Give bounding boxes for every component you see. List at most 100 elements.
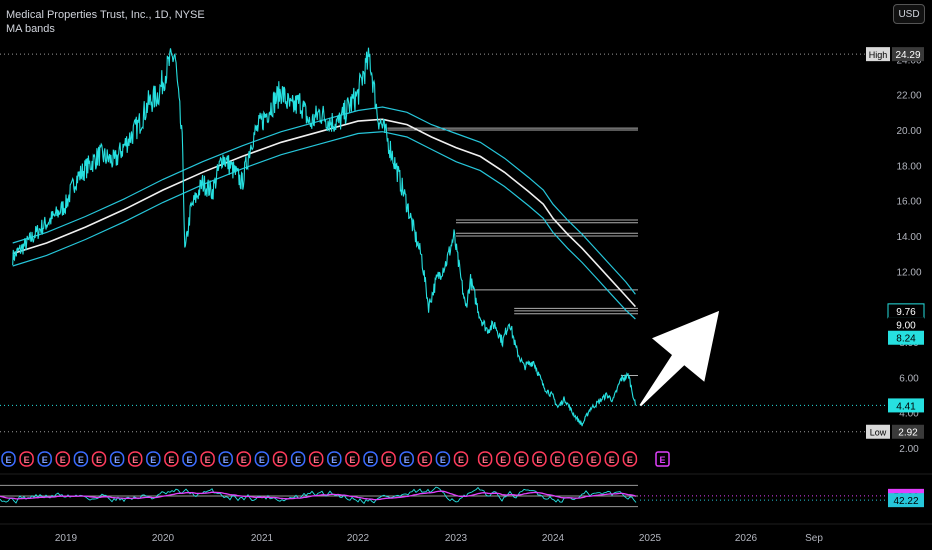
earnings-marker-28: E <box>514 451 529 467</box>
ma-middle-line <box>12 118 636 308</box>
earnings-marker-31: E <box>568 451 583 467</box>
earnings-marker-badge-11 <box>200 451 215 467</box>
price-tag-box-1 <box>888 317 924 332</box>
price-tag-label-0: 9.76 <box>896 307 916 318</box>
forecast-arrow-shape <box>639 310 720 407</box>
earnings-marker-badge-23 <box>417 451 433 467</box>
earnings-marker-26: E <box>477 451 493 467</box>
earnings-marker-34: E <box>622 451 638 467</box>
earnings-marker-9: E <box>164 451 179 467</box>
earnings-marker-25: E <box>453 451 469 467</box>
earnings-marker-label-16: E <box>295 455 301 465</box>
earnings-marker-label-24: E <box>440 455 446 465</box>
earnings-marker-badge-32 <box>586 451 601 467</box>
earnings-marker-6: E <box>109 451 125 467</box>
x-tick-label-5: 2024 <box>542 533 565 544</box>
earnings-marker-label-14: E <box>259 455 265 465</box>
earnings-marker-label-9: E <box>168 455 174 465</box>
earnings-marker-badge-19 <box>345 451 360 467</box>
price-series <box>12 47 636 427</box>
y-tick-label-8: 18.00 <box>896 161 921 172</box>
earnings-marker-badge-34 <box>622 451 638 467</box>
earnings-marker-label-4: E <box>78 455 84 465</box>
price-axis[interactable]: 2.004.006.008.0010.0012.0014.0016.0018.0… <box>866 47 925 455</box>
earnings-marker-1: E <box>19 451 34 467</box>
x-tick-label-8: Sep <box>805 533 823 544</box>
x-tick-label-1: 2020 <box>152 533 175 544</box>
earnings-marker-label-34: E <box>627 455 633 465</box>
earnings-marker-badge-27 <box>495 451 511 467</box>
x-tick-label-6: 2025 <box>639 533 662 544</box>
ma-upper-band <box>12 106 636 295</box>
low-badge-box <box>866 424 890 439</box>
earnings-marker-33: E <box>604 451 620 467</box>
earnings-marker-badge-13 <box>236 451 252 467</box>
ma-bands <box>12 106 636 320</box>
earnings-marker-4: E <box>73 451 89 467</box>
earnings-marker-label-21: E <box>386 455 392 465</box>
earnings-marker-badge-22 <box>399 451 414 467</box>
earnings-marker-16: E <box>290 451 306 467</box>
y-tick-label-10: 22.00 <box>896 91 921 102</box>
chart-title: Medical Properties Trust, Inc., 1D, NYSE <box>6 9 205 21</box>
earnings-marker-badge-20 <box>363 451 378 467</box>
ma-lower-band <box>12 131 636 320</box>
earnings-marker-upcoming-badge <box>655 451 670 467</box>
high-badge-box <box>866 47 890 62</box>
earnings-marker-badge-3 <box>55 451 71 467</box>
earnings-marker-21: E <box>381 451 396 467</box>
earnings-marker-badge-28 <box>514 451 529 467</box>
earnings-marker-14: E <box>254 451 270 467</box>
earnings-marker-badge-30 <box>550 451 565 467</box>
low-badge-label: Low <box>870 428 887 438</box>
earnings-marker-badge-2 <box>37 451 52 467</box>
earnings-marker-label-11: E <box>205 455 211 465</box>
earnings-marker-3: E <box>55 451 71 467</box>
earnings-marker-label-17: E <box>313 455 319 465</box>
earnings-marker-label-8: E <box>150 455 156 465</box>
earnings-marker-label-30: E <box>554 455 560 465</box>
earnings-marker-badge-10 <box>182 451 197 467</box>
earnings-marker-badge-8 <box>146 451 161 467</box>
earnings-marker-badge-15 <box>272 451 288 467</box>
earnings-marker-29: E <box>532 451 547 467</box>
earnings-marker-label-31: E <box>573 455 579 465</box>
earnings-marker-badge-7 <box>127 451 143 467</box>
earnings-marker-badge-18 <box>327 451 342 467</box>
y-tick-label-5: 12.00 <box>896 267 921 278</box>
price-line <box>12 47 636 427</box>
forecast-arrow <box>639 310 720 407</box>
earnings-marker-label-0: E <box>5 455 11 465</box>
earnings-marker-badge-5 <box>91 451 107 467</box>
currency-button[interactable]: USD <box>893 4 925 24</box>
price-tag-box-3 <box>888 398 924 413</box>
earnings-marker-label-15: E <box>277 455 283 465</box>
osc-tag-box-1 <box>888 493 924 508</box>
price-tag-label-1: 9.00 <box>896 320 916 331</box>
y-tick-label-0: 2.00 <box>899 444 919 455</box>
earnings-marker-badge-12 <box>218 451 233 467</box>
y-tick-label-6: 14.00 <box>896 232 921 243</box>
earnings-marker-19: E <box>345 451 360 467</box>
earnings-marker-8: E <box>146 451 161 467</box>
earnings-marker-label-20: E <box>367 455 373 465</box>
earnings-marker-20: E <box>363 451 378 467</box>
earnings-marker-label-5: E <box>96 455 102 465</box>
price-tag-label-3: 4.41 <box>896 401 916 412</box>
earnings-marker-badge-4 <box>73 451 89 467</box>
x-tick-label-7: 2026 <box>735 533 758 544</box>
earnings-marker-badge-9 <box>164 451 179 467</box>
indicator-label: MA bands <box>6 23 55 35</box>
earnings-marker-badge-26 <box>477 451 493 467</box>
earnings-marker-label-32: E <box>591 455 597 465</box>
earnings-marker-24: E <box>435 451 451 467</box>
low-value-label: 2.92 <box>898 428 918 439</box>
earnings-marker-badge-31 <box>568 451 583 467</box>
oscillator-pane: 50.2642.22 <box>0 473 932 508</box>
earnings-marker-label-29: E <box>536 455 542 465</box>
earnings-marker-label-25: E <box>458 455 464 465</box>
earnings-marker-upcoming-label: E <box>659 455 665 465</box>
time-axis[interactable]: 2019 2020 2021 2022 2023 2024 2025 2026 Sep <box>0 523 932 544</box>
